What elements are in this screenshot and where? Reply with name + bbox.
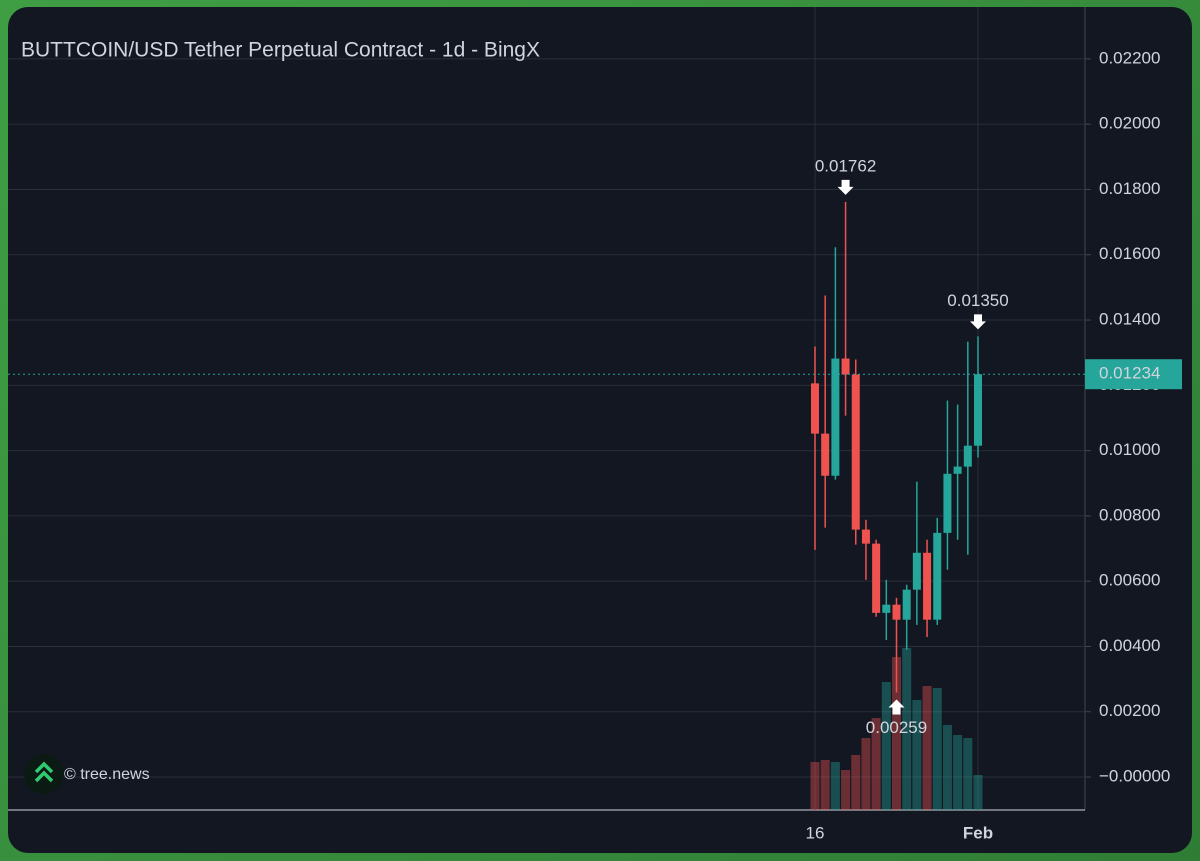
y-tick-label: 0.01600 xyxy=(1099,244,1160,263)
candle-body xyxy=(811,383,819,434)
last-price-box xyxy=(1085,359,1182,390)
volume-bar xyxy=(871,718,881,810)
volume-bar xyxy=(963,738,973,810)
volume-bar xyxy=(810,762,820,810)
candle-body xyxy=(841,358,850,375)
volume-bar xyxy=(953,735,963,810)
candle-body xyxy=(851,374,860,530)
volume-bar xyxy=(841,770,851,810)
volume-bar xyxy=(902,648,912,810)
volume-bar xyxy=(932,688,942,810)
y-tick-label: 0.00200 xyxy=(1099,701,1160,720)
x-tick-label: 16 xyxy=(806,823,825,842)
chart-title: BUTTCOIN/USD Tether Perpetual Contract -… xyxy=(21,39,540,62)
candle-body xyxy=(892,604,901,620)
y-tick-label: 0.01800 xyxy=(1099,179,1160,198)
volume-bar xyxy=(820,760,830,810)
volume-bar xyxy=(942,725,952,810)
candle-body xyxy=(974,374,982,446)
volume-bar xyxy=(881,682,891,810)
candle-body xyxy=(882,604,891,613)
y-tick-label: −0.00000 xyxy=(1099,767,1170,786)
candle-body xyxy=(923,552,932,620)
y-tick-label: 0.00800 xyxy=(1099,505,1160,524)
candle-body xyxy=(872,543,881,613)
volume-bar xyxy=(922,686,932,810)
candle-body xyxy=(933,532,942,620)
annotation-label: 0.01350 xyxy=(947,291,1008,310)
candle-body xyxy=(953,466,962,474)
annotation-arrow xyxy=(837,179,854,195)
volume-bar xyxy=(861,738,871,810)
annotation-label: 0.01762 xyxy=(815,156,876,175)
annotation-arrow xyxy=(970,314,986,330)
annotation-arrow xyxy=(888,699,905,715)
marks xyxy=(810,201,983,810)
volume-bar xyxy=(851,755,861,810)
y-tick-label: 0.02000 xyxy=(1099,114,1160,133)
chart-panel xyxy=(8,7,1192,853)
y-tick-label: 0.01000 xyxy=(1099,440,1160,459)
y-tick-label: 0.02200 xyxy=(1099,48,1160,67)
volume-bar xyxy=(830,762,840,810)
x-tick-label: Feb xyxy=(963,823,993,842)
y-tick-label: 0.00600 xyxy=(1099,571,1160,590)
volume-bar xyxy=(892,657,901,810)
volume-bar xyxy=(973,775,983,810)
volume-bar xyxy=(912,700,922,810)
candle-body xyxy=(831,358,840,476)
candle-body xyxy=(821,433,830,476)
candle-body xyxy=(963,445,972,467)
grid xyxy=(8,7,1085,810)
y-tick-label: 0.00400 xyxy=(1099,636,1160,655)
candle-body xyxy=(902,589,911,620)
candle-body xyxy=(912,552,921,590)
y-tick-label: 0.01400 xyxy=(1099,310,1160,329)
logo-icon xyxy=(34,761,54,783)
last-price-label: 0.01234 xyxy=(1099,364,1160,383)
candle-body xyxy=(943,473,952,533)
annotation-label: 0.00259 xyxy=(866,718,927,737)
candle-body xyxy=(861,529,870,544)
watermark: © tree.news xyxy=(64,766,150,783)
